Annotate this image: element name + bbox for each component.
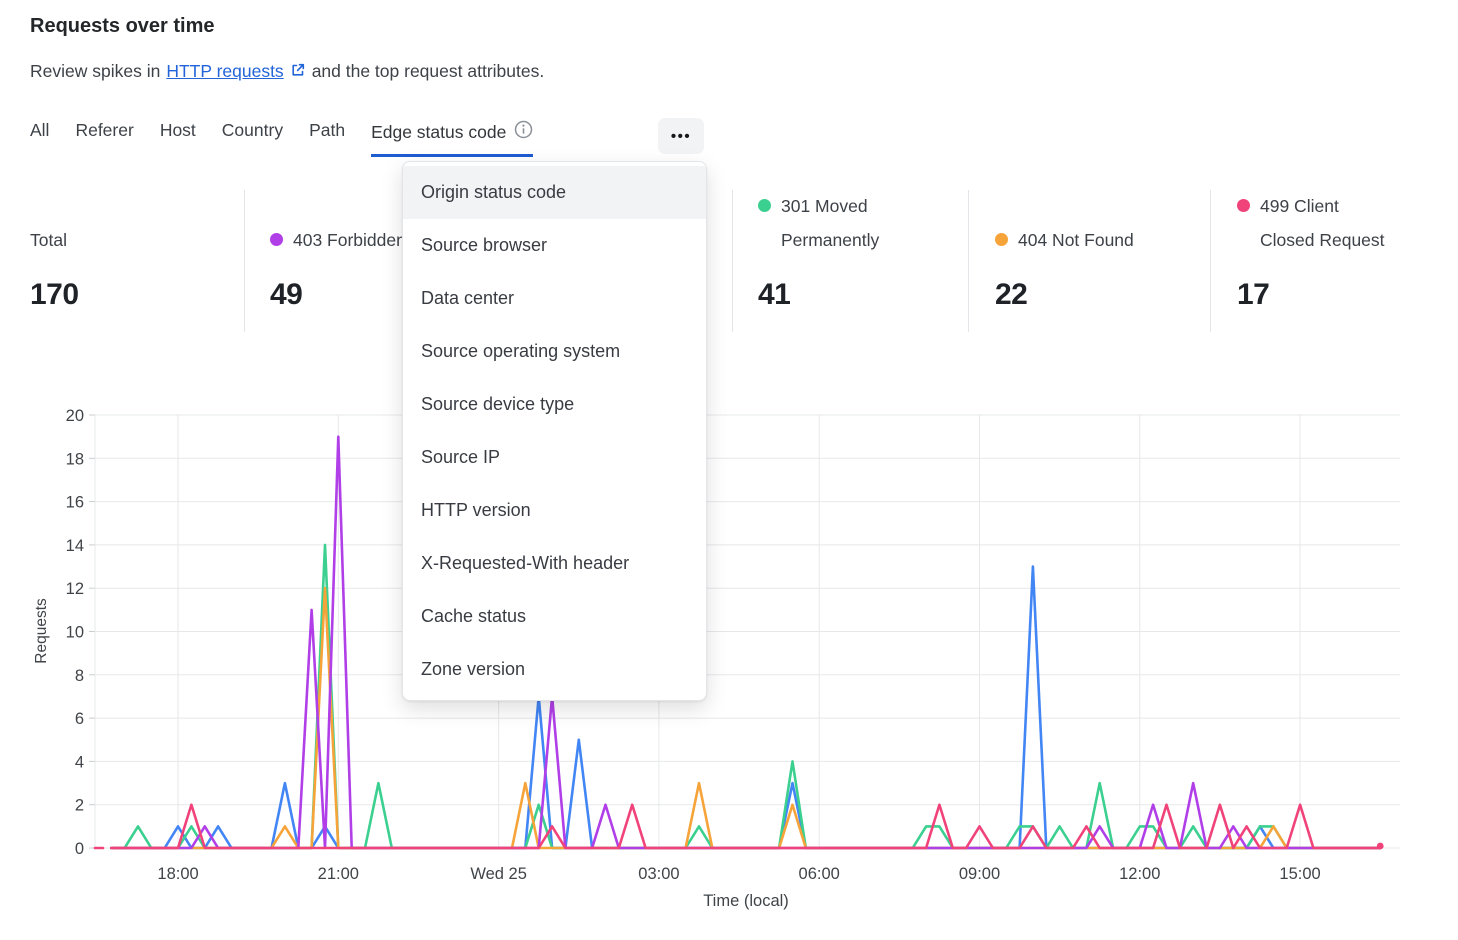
legend-dot (270, 233, 283, 246)
y-tick-label: 18 (66, 450, 84, 468)
tab-path[interactable]: Path (309, 120, 346, 140)
y-tick-label: 6 (75, 710, 84, 728)
dropdown-item-origin-status-code[interactable]: Origin status code (403, 166, 706, 219)
x-tick-label: Wed 25 (470, 865, 527, 883)
stat-value: 41 (758, 278, 791, 311)
stat-403-forbidden: 403 Forbidden 49 (270, 190, 500, 312)
subtitle-prefix: Review spikes in (30, 61, 161, 81)
x-tick-label: 15:00 (1279, 865, 1320, 883)
tab-country[interactable]: Country (221, 120, 284, 140)
legend-dot (758, 199, 771, 212)
ellipsis-icon: ••• (670, 127, 692, 145)
stat-total: Total 170 (30, 190, 230, 312)
stat-499-client-closed-request: 499 Client Closed Request 17 (1237, 190, 1437, 312)
x-tick-label: 18:00 (157, 865, 198, 883)
stat-divider (1210, 190, 1211, 332)
dropdown-item-zone-version[interactable]: Zone version (421, 659, 526, 679)
stat-label: 301 Moved Permanently (758, 189, 893, 257)
tab-edge-status-code[interactable]: Edge status code (371, 120, 534, 157)
subtitle-suffix: and the top request attributes. (311, 61, 545, 81)
dropdown-item-data-center[interactable]: Data center (421, 288, 515, 308)
x-tick-label: 03:00 (638, 865, 679, 883)
stat-value: 22 (995, 278, 1028, 311)
page-title: Requests over time (30, 15, 215, 37)
stat-label: Total (30, 230, 67, 250)
dropdown-item-cache-status[interactable]: Cache status (421, 606, 527, 626)
stat-value: 49 (270, 278, 303, 311)
y-tick-label: 10 (66, 624, 84, 642)
active-tab-underline (371, 154, 534, 157)
y-tick-label: 12 (66, 580, 84, 598)
tab-referer[interactable]: Referer (75, 120, 134, 140)
stat-value: 17 (1237, 278, 1270, 311)
dropdown-item-http-version[interactable]: HTTP version (421, 500, 531, 520)
stat-divider (732, 190, 733, 332)
y-tick-label: 14 (66, 537, 84, 555)
y-axis-label: Requests (33, 598, 50, 664)
dropdown-item-source-browser[interactable]: Source browser (421, 235, 548, 255)
stat-value: 170 (30, 278, 79, 311)
y-tick-label: 4 (75, 753, 84, 771)
x-tick-label: 12:00 (1119, 865, 1160, 883)
y-tick-label: 16 (66, 494, 84, 512)
stat-label: 403 Forbidden (270, 223, 406, 257)
stat-404-not-found: 404 Not Found 22 (995, 190, 1215, 312)
dropdown-item-x-requested-with-header[interactable]: X-Requested-With header (421, 553, 630, 573)
tab-host[interactable]: Host (159, 120, 196, 140)
x-tick-label: 09:00 (959, 865, 1000, 883)
requests-chart: 0 2 4 6 8 10 12 14 16 18 20 18:00 21:00 Wed 25 03:00 06… (33, 407, 1400, 910)
http-requests-link[interactable]: HTTP requests (166, 61, 284, 81)
x-tick-label: 21:00 (318, 865, 359, 883)
tab-all[interactable]: All (30, 120, 50, 140)
attribute-tabs: All Referer Host Country Path Edge status co… (30, 120, 534, 157)
legend-dot (1237, 199, 1250, 212)
subtitle: Review spikes in HTTP requests and the t… (30, 60, 544, 83)
dropdown-item-source-operating-system[interactable]: Source operating system (421, 341, 621, 361)
y-tick-label: 2 (75, 797, 84, 815)
stat-divider (968, 190, 969, 332)
dropdown-item-source-ip[interactable]: Source IP (421, 447, 501, 467)
x-axis-label: Time (local) (703, 892, 789, 910)
info-icon[interactable] (514, 120, 533, 144)
stat-301-moved-permanently: 301 Moved Permanently 41 (758, 190, 943, 312)
y-tick-label: 20 (66, 407, 84, 425)
series-end-dot (1376, 842, 1384, 850)
series-line-403-forbidden (110, 435, 1382, 850)
x-tick-label: 06:00 (799, 865, 840, 883)
active-tab-label: Edge status code (371, 121, 507, 142)
y-tick-label: 0 (75, 840, 84, 858)
stat-divider (244, 190, 245, 332)
external-link-icon (290, 62, 306, 83)
stat-label: 499 Client Closed Request (1237, 189, 1395, 257)
more-tabs-button[interactable]: ••• (658, 118, 704, 154)
attribute-dropdown: Origin status code Source browser Data cen… (402, 161, 707, 701)
legend-dot (995, 233, 1008, 246)
dropdown-item-source-device-type[interactable]: Source device type (421, 394, 575, 414)
y-tick-label: 8 (75, 667, 84, 685)
series-line-499-client-closed-request (110, 803, 1382, 850)
stat-label: 404 Not Found (995, 223, 1134, 257)
